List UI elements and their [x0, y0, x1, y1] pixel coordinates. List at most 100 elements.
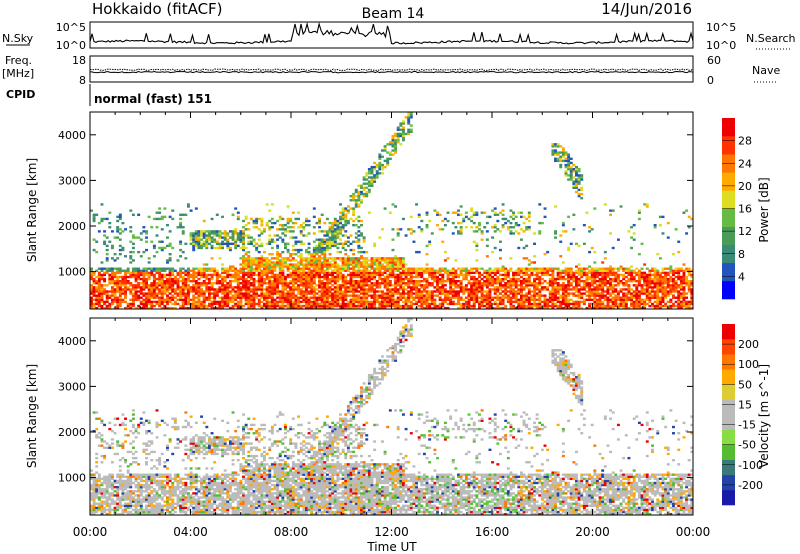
data-cell	[624, 284, 628, 287]
data-cell	[407, 116, 411, 119]
data-cell	[192, 240, 196, 243]
data-cell	[344, 284, 348, 287]
data-cell	[480, 273, 484, 277]
data-cell	[367, 269, 371, 272]
data-cell	[252, 298, 256, 301]
data-cell	[315, 263, 319, 266]
data-cell	[228, 296, 232, 299]
data-cell	[386, 286, 390, 289]
data-cell	[449, 277, 453, 281]
data-cell	[543, 298, 547, 301]
data-cell	[137, 306, 141, 310]
data-cell	[318, 261, 322, 264]
data-cell	[268, 275, 272, 279]
data-cell	[221, 284, 225, 287]
data-cell	[215, 271, 219, 275]
data-cell	[346, 267, 350, 270]
data-cell	[475, 271, 479, 275]
data-cell	[194, 244, 198, 248]
data-cell	[637, 284, 641, 287]
data-cell	[236, 286, 240, 289]
data-cell	[218, 242, 222, 246]
data-cell	[110, 300, 114, 304]
data-cell	[533, 279, 536, 283]
data-cell	[131, 267, 135, 270]
data-cell	[512, 292, 516, 295]
data-cell	[527, 279, 531, 283]
data-cell	[299, 306, 303, 310]
data-cell	[291, 275, 295, 279]
data-cell	[152, 294, 156, 297]
data-cell	[218, 288, 222, 291]
data-cell	[249, 267, 253, 270]
data-cell	[129, 282, 133, 285]
data-cell	[509, 282, 513, 285]
data-cell	[401, 300, 405, 304]
data-cell	[577, 282, 581, 285]
data-cell	[349, 300, 353, 304]
data-cell	[546, 306, 550, 310]
data-cell	[391, 257, 395, 260]
data-cell	[304, 223, 308, 227]
data-cell	[244, 250, 248, 254]
data-cell	[401, 263, 405, 266]
data-cell	[462, 288, 466, 291]
data-cell	[252, 306, 256, 310]
data-cell	[276, 228, 280, 231]
data-cell	[97, 290, 101, 293]
data-cell	[307, 286, 311, 289]
data-cell	[100, 219, 104, 223]
data-cell	[150, 292, 154, 295]
data-cell	[483, 282, 487, 285]
data-cell	[223, 292, 227, 295]
data-cell	[181, 232, 185, 235]
data-cell	[234, 275, 238, 279]
data-cell	[126, 286, 130, 289]
data-cell	[637, 294, 641, 297]
data-cell	[527, 304, 531, 308]
data-cell	[263, 263, 266, 266]
data-cell	[336, 304, 340, 308]
data-cell	[336, 271, 340, 275]
data-cell	[491, 269, 495, 272]
data-cell	[512, 211, 516, 214]
data-cell	[569, 284, 573, 287]
data-cell	[158, 296, 162, 299]
data-cell	[268, 253, 272, 256]
data-cell	[451, 300, 455, 304]
data-cell	[554, 159, 557, 163]
data-cell	[352, 294, 356, 297]
data-cell	[318, 230, 322, 233]
data-cell	[297, 290, 301, 293]
data-cell	[501, 209, 505, 212]
data-cell	[533, 288, 536, 291]
data-cell	[381, 263, 384, 266]
data-cell	[339, 232, 342, 235]
data-cell	[569, 267, 573, 270]
data-cell	[412, 271, 416, 275]
data-cell	[349, 257, 353, 260]
data-cell	[391, 302, 395, 306]
data-cell	[281, 226, 285, 229]
data-cell	[480, 286, 484, 289]
data-cell	[312, 294, 316, 297]
data-cell	[564, 284, 568, 287]
data-cell	[637, 296, 641, 299]
data-cell	[223, 275, 227, 279]
data-cell	[247, 240, 251, 243]
data-cell	[202, 275, 206, 279]
data-cell	[346, 300, 350, 304]
data-cell	[428, 271, 432, 275]
data-cell	[367, 286, 371, 289]
data-cell	[137, 294, 141, 297]
data-cell	[286, 205, 290, 208]
data-cell	[297, 300, 301, 304]
data-cell	[260, 290, 264, 293]
data-cell	[632, 300, 636, 304]
data-cell	[412, 240, 416, 243]
data-cell	[108, 269, 112, 272]
data-cell	[352, 207, 356, 210]
data-cell	[399, 304, 403, 308]
data-cell	[394, 298, 398, 301]
data-cell	[551, 292, 555, 295]
